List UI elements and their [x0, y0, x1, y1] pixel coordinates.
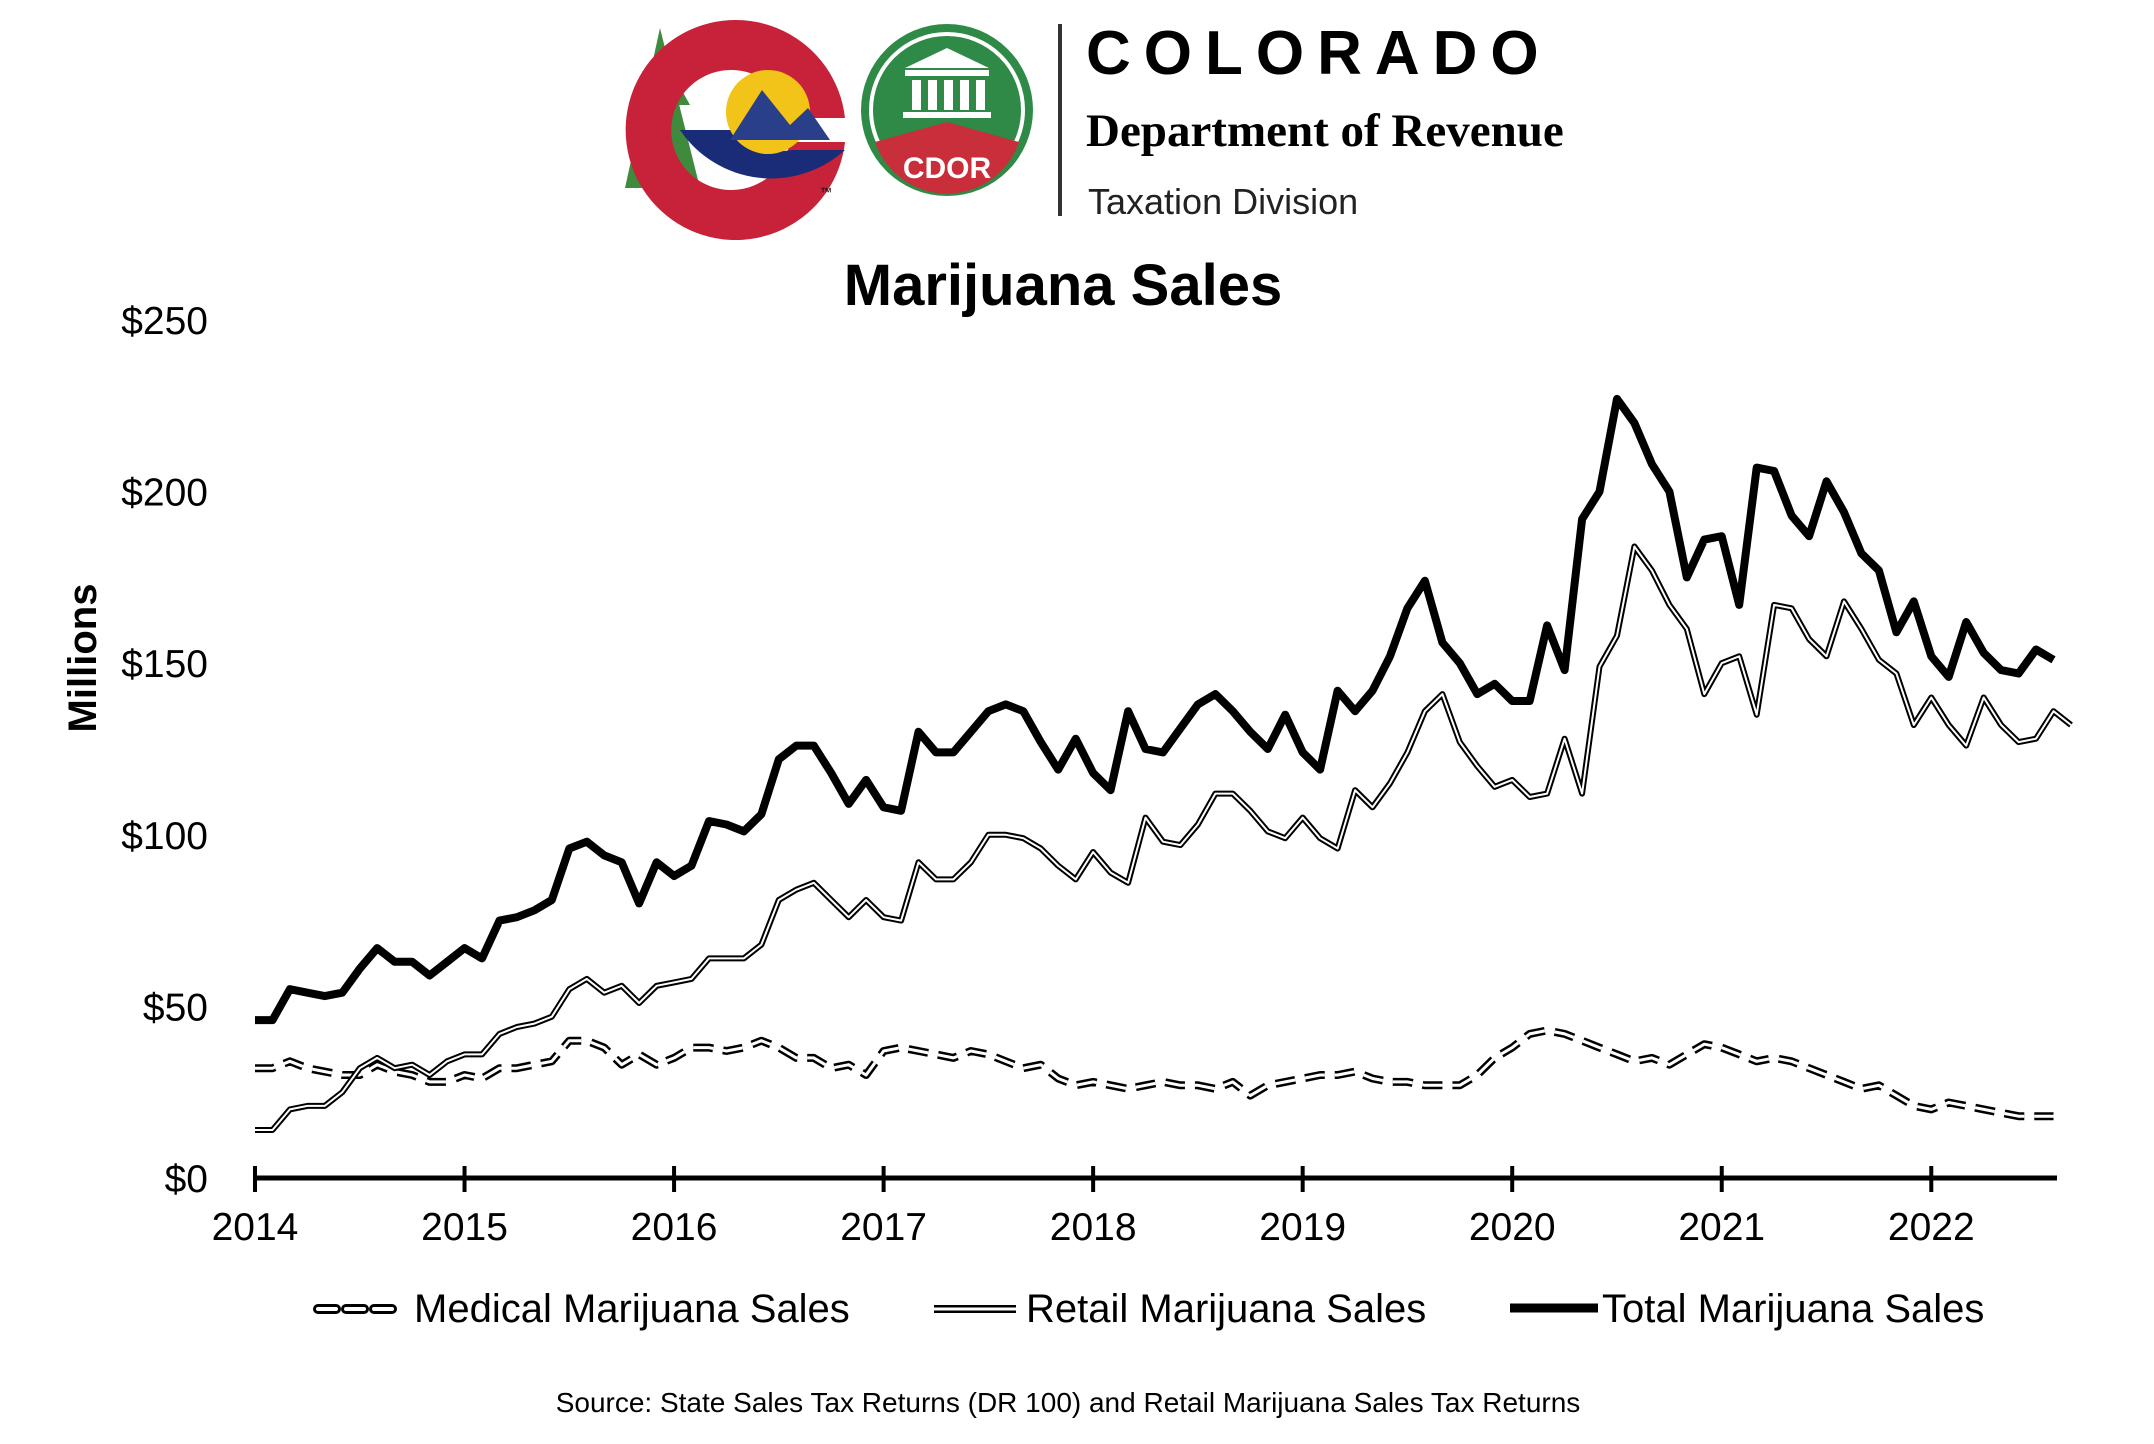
y-axis-label: Millions: [61, 584, 105, 733]
header-logo: ™ CDOR COLORADO Department of Revenue Ta…: [625, 19, 1564, 240]
x-tick-label: 2018: [1050, 1206, 1137, 1249]
building-icon: [903, 48, 991, 118]
y-tick-label: $100: [121, 815, 208, 858]
seal-red-band: [875, 122, 1019, 194]
series-line-medical-inner: [255, 1028, 2054, 1118]
legend-label-total: Total Marijuana Sales: [1602, 1287, 1984, 1331]
trademark-mark: ™: [820, 185, 832, 199]
seal-text: CDOR: [903, 152, 992, 185]
legend-item-total: Total Marijuana Sales: [1510, 1287, 1984, 1331]
legend-item-retail: Retail Marijuana Sales: [934, 1287, 1426, 1331]
y-tick-label: $150: [121, 643, 208, 686]
x-axis: 2014 2015 2016 2017 2018 2019 2020 2021 2022: [212, 1166, 2057, 1249]
x-tick-label: 2020: [1469, 1206, 1556, 1249]
division-name: Taxation Division: [1088, 181, 1358, 222]
org-name: COLORADO: [1086, 19, 1552, 88]
source-note: Source: State Sales Tax Returns (DR 100)…: [556, 1387, 1581, 1418]
series-line-medical: [255, 1026, 2054, 1121]
y-axis: $0 $50 $100 $150 $200 $250: [121, 300, 208, 1201]
series-line-retail-inner: [255, 545, 2072, 1131]
x-tick-label: 2015: [421, 1206, 508, 1249]
colorado-c-logo: ™: [625, 19, 845, 240]
legend-label-medical: Medical Marijuana Sales: [414, 1287, 850, 1331]
x-tick-label: 2019: [1259, 1206, 1346, 1249]
series-line-retail: [255, 543, 2073, 1133]
series-line-total: [255, 394, 2056, 1025]
department-name: Department of Revenue: [1086, 105, 1564, 157]
cdor-seal: CDOR: [861, 24, 1033, 196]
x-tick-label: 2017: [840, 1206, 927, 1249]
header-divider: [1058, 24, 1062, 216]
c-navy-arc: [680, 130, 845, 179]
y-tick-label: $50: [143, 986, 208, 1029]
legend-label-retail: Retail Marijuana Sales: [1026, 1287, 1426, 1331]
c-red-arc: [625, 19, 845, 240]
chart-title: Marijuana Sales: [844, 253, 1282, 318]
x-tick-label: 2014: [212, 1206, 299, 1249]
legend: Medical Marijuana Sales Retail Marijuana…: [313, 1287, 1984, 1331]
x-tick-label: 2021: [1678, 1206, 1765, 1249]
series-layer: [255, 394, 2073, 1133]
x-tick-label: 2022: [1888, 1206, 1975, 1249]
legend-item-medical: Medical Marijuana Sales: [313, 1287, 850, 1331]
y-tick-label: $0: [165, 1158, 208, 1201]
y-tick-label: $200: [121, 472, 208, 515]
mountain-shape: [730, 90, 830, 140]
y-tick-label: $250: [121, 300, 208, 343]
x-tick-label: 2016: [631, 1206, 718, 1249]
